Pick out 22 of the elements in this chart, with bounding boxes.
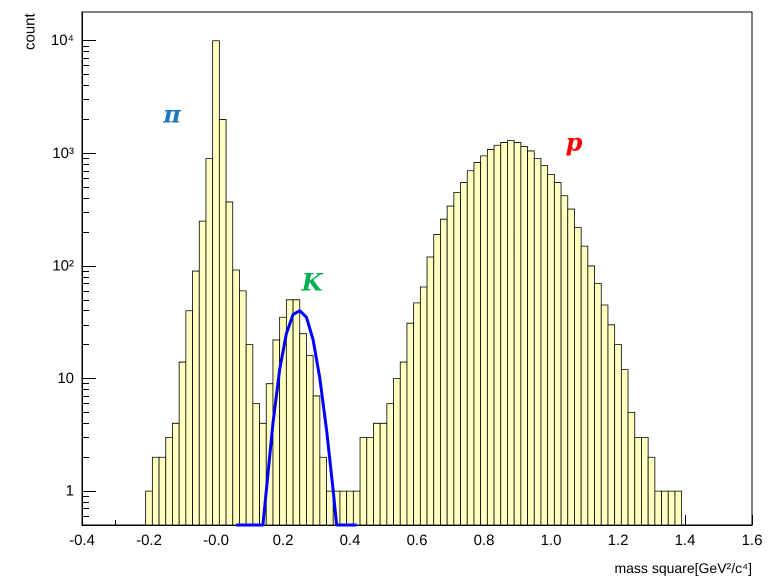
x-tick-label: -0.4 (69, 532, 95, 549)
x-tick-label: 0.2 (272, 532, 294, 549)
annotation: p (566, 128, 583, 156)
x-tick-label: 0.4 (340, 532, 360, 549)
line-series (234, 309, 358, 526)
x-tick-label: -0.2 (136, 532, 162, 549)
annotation: π (162, 100, 182, 128)
annotation: K (300, 268, 324, 296)
x-axis-title: mass square[GeV²/c⁴] (614, 560, 752, 576)
x-tick-label: -0.0 (203, 532, 229, 549)
x-tick-label: 1.0 (540, 532, 562, 549)
x-tick-label: 1.6 (742, 532, 762, 549)
y-axis-title: count (22, 12, 38, 50)
x-tick-label: 1.2 (608, 532, 628, 549)
y-tick-label: 10³ (52, 144, 74, 162)
x-tick-label: 0.6 (406, 532, 428, 549)
y-tick-label: 10 (57, 370, 74, 388)
x-tick-label: 0.8 (474, 532, 494, 549)
y-tick-label: 10² (52, 257, 74, 274)
x-tick-label: 1.4 (674, 532, 696, 549)
y-tick-label: 1 (66, 482, 74, 500)
y-tick-label: 10⁴ (50, 32, 74, 50)
